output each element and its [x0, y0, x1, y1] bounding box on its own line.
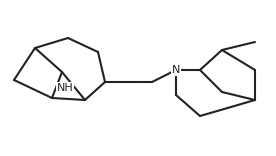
Text: NH: NH	[57, 83, 73, 93]
Text: N: N	[172, 65, 180, 75]
